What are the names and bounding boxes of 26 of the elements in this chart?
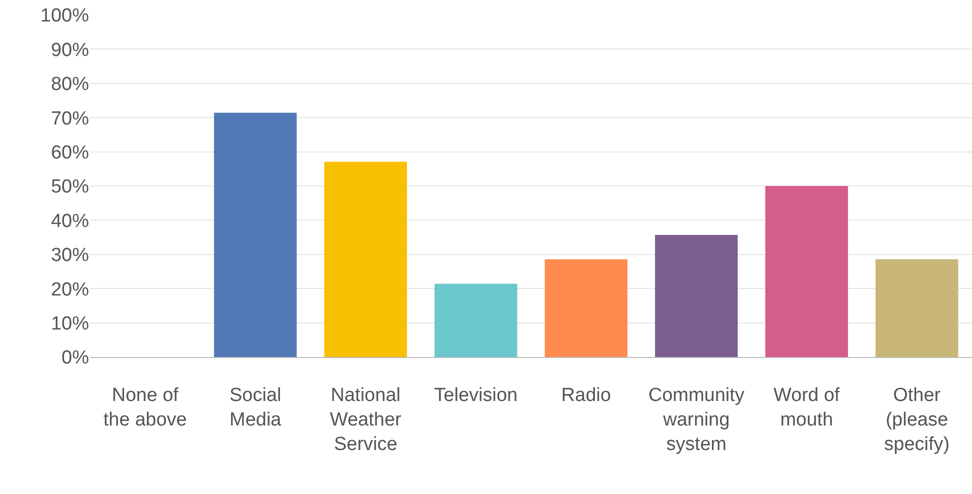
- bar: [214, 112, 297, 357]
- bar: [434, 284, 518, 357]
- x-tick-label: Television: [434, 384, 518, 406]
- bar: [765, 186, 848, 357]
- y-tick-label: 40%: [50, 210, 90, 232]
- bar: [876, 259, 958, 357]
- y-tick-label: 80%: [50, 74, 90, 96]
- y-tick-label: 100%: [40, 6, 90, 27]
- y-tick-label: 30%: [50, 245, 90, 266]
- bar: [655, 234, 738, 357]
- x-tick-label: Radio: [561, 384, 611, 406]
- bar: [544, 259, 628, 357]
- y-tick-label: 20%: [50, 279, 90, 300]
- x-tick-label: None of the above: [103, 384, 187, 430]
- x-tick-label: Community warning system: [648, 384, 745, 456]
- y-tick-label: 90%: [50, 40, 90, 61]
- x-tick-label: Other (please specify): [884, 384, 950, 456]
- x-tick-label: Word of mouth: [774, 384, 840, 430]
- y-tick-label: 50%: [50, 176, 90, 198]
- y-tick-label: 0%: [62, 348, 90, 369]
- y-tick-label: 70%: [50, 108, 90, 130]
- bar: [324, 162, 407, 357]
- y-tick-label: 60%: [50, 142, 90, 164]
- x-tick-label: Social Media: [230, 384, 282, 430]
- x-tick-label: National Weather Service: [330, 384, 402, 456]
- y-tick-label: 10%: [50, 313, 90, 334]
